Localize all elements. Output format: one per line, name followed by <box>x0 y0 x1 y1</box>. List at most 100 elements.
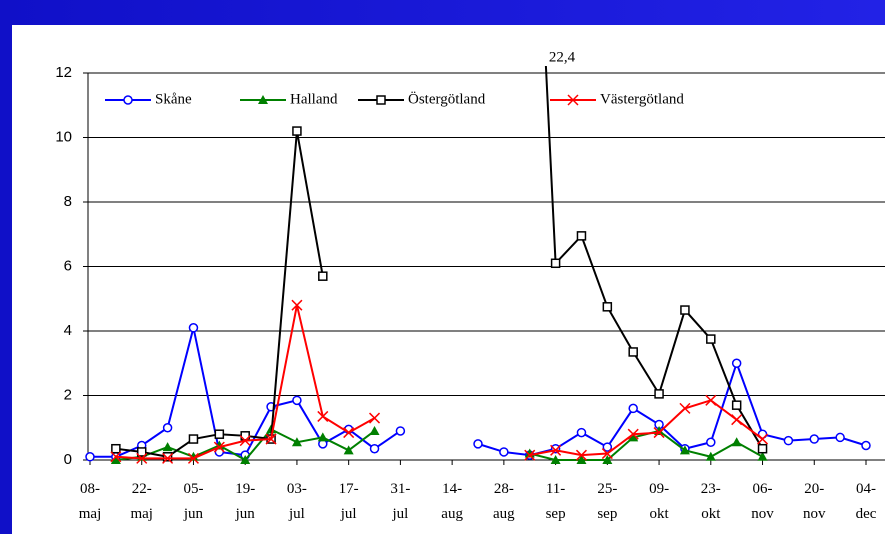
marker <box>376 95 386 105</box>
x-tick-label: 03- jul <box>286 481 307 522</box>
marker <box>162 452 174 464</box>
marker <box>628 347 638 357</box>
marker <box>292 395 302 406</box>
marker <box>291 299 303 311</box>
legend-label: Skåne <box>155 91 192 107</box>
marker <box>550 455 561 464</box>
marker <box>110 451 122 463</box>
marker <box>395 426 406 436</box>
marker <box>550 258 561 269</box>
marker <box>731 437 742 447</box>
y-tick-label: 6 <box>64 257 72 274</box>
marker <box>706 334 716 344</box>
marker <box>239 435 251 447</box>
marker <box>317 432 328 442</box>
x-tick-label: 14- aug <box>441 481 463 522</box>
x-tick-label: 17- jul <box>338 481 359 522</box>
marker <box>265 433 277 445</box>
marker <box>162 452 173 462</box>
x-tick-label: 08- maj <box>78 481 102 522</box>
marker <box>318 271 328 281</box>
marker <box>136 452 148 464</box>
marker <box>110 455 121 464</box>
marker <box>291 437 302 447</box>
marker <box>214 429 225 439</box>
marker <box>258 95 268 104</box>
marker <box>628 432 639 442</box>
x-tick-label: 09- okt <box>649 481 670 522</box>
marker <box>369 425 380 435</box>
legend-label: Östergötland <box>408 90 486 107</box>
x-tick-label: 22- maj <box>130 481 153 522</box>
y-tick-label: 4 <box>64 322 72 339</box>
marker <box>757 443 768 454</box>
marker <box>473 439 483 449</box>
x-tick-label: 05- jun <box>183 481 204 522</box>
marker <box>188 323 199 333</box>
x-tick-label: 25- sep <box>597 481 618 522</box>
x-tick-label: 04- dec <box>855 481 877 522</box>
marker <box>679 445 690 455</box>
marker <box>524 449 536 461</box>
marker <box>757 451 768 461</box>
marker <box>292 126 302 136</box>
marker <box>731 358 742 368</box>
marker <box>123 95 133 105</box>
annotation: 22,4 <box>549 49 576 65</box>
marker <box>317 410 329 422</box>
y-tick-label: 8 <box>64 193 72 210</box>
marker <box>162 423 173 433</box>
x-tick-label: 28- aug <box>493 481 515 522</box>
marker <box>240 455 251 464</box>
marker <box>705 394 717 406</box>
y-tick-label: 2 <box>64 386 72 403</box>
series-line <box>115 66 764 458</box>
marker <box>576 455 587 464</box>
marker <box>602 442 613 452</box>
marker <box>809 434 820 444</box>
x-tick-label: 23- okt <box>700 481 721 522</box>
marker <box>575 449 587 461</box>
marker <box>861 440 871 451</box>
marker <box>576 231 587 241</box>
marker <box>369 412 381 424</box>
marker <box>550 444 562 456</box>
marker <box>188 434 199 444</box>
marker <box>111 443 121 454</box>
marker <box>499 447 509 457</box>
marker <box>213 441 225 453</box>
marker <box>757 433 769 445</box>
marker <box>627 428 639 440</box>
legend-label: Västergötland <box>600 91 684 107</box>
marker <box>679 402 691 414</box>
marker <box>653 427 665 439</box>
marker <box>162 442 173 452</box>
marker <box>136 447 147 457</box>
marker <box>602 455 613 464</box>
marker <box>705 451 716 461</box>
marker <box>654 389 664 399</box>
marker <box>706 437 716 448</box>
x-tick-label: 19- jun <box>235 481 256 522</box>
marker <box>680 305 690 315</box>
y-tick-label: 0 <box>64 451 72 468</box>
marker <box>369 443 380 454</box>
marker <box>601 448 613 460</box>
marker <box>187 452 199 464</box>
marker <box>731 400 742 410</box>
legend-label: Halland <box>290 91 338 107</box>
x-tick-label: 11- sep <box>545 481 566 522</box>
marker <box>783 435 794 446</box>
x-tick-label: 20- nov <box>803 481 826 522</box>
x-tick-label: 31- jul <box>390 481 411 522</box>
series-line <box>115 428 764 462</box>
marker <box>85 452 95 462</box>
marker <box>343 445 354 455</box>
y-tick-label: 12 <box>55 64 72 81</box>
marker <box>343 427 355 439</box>
marker <box>576 427 587 438</box>
marker <box>835 432 845 443</box>
marker <box>602 302 613 312</box>
marker <box>628 403 638 414</box>
